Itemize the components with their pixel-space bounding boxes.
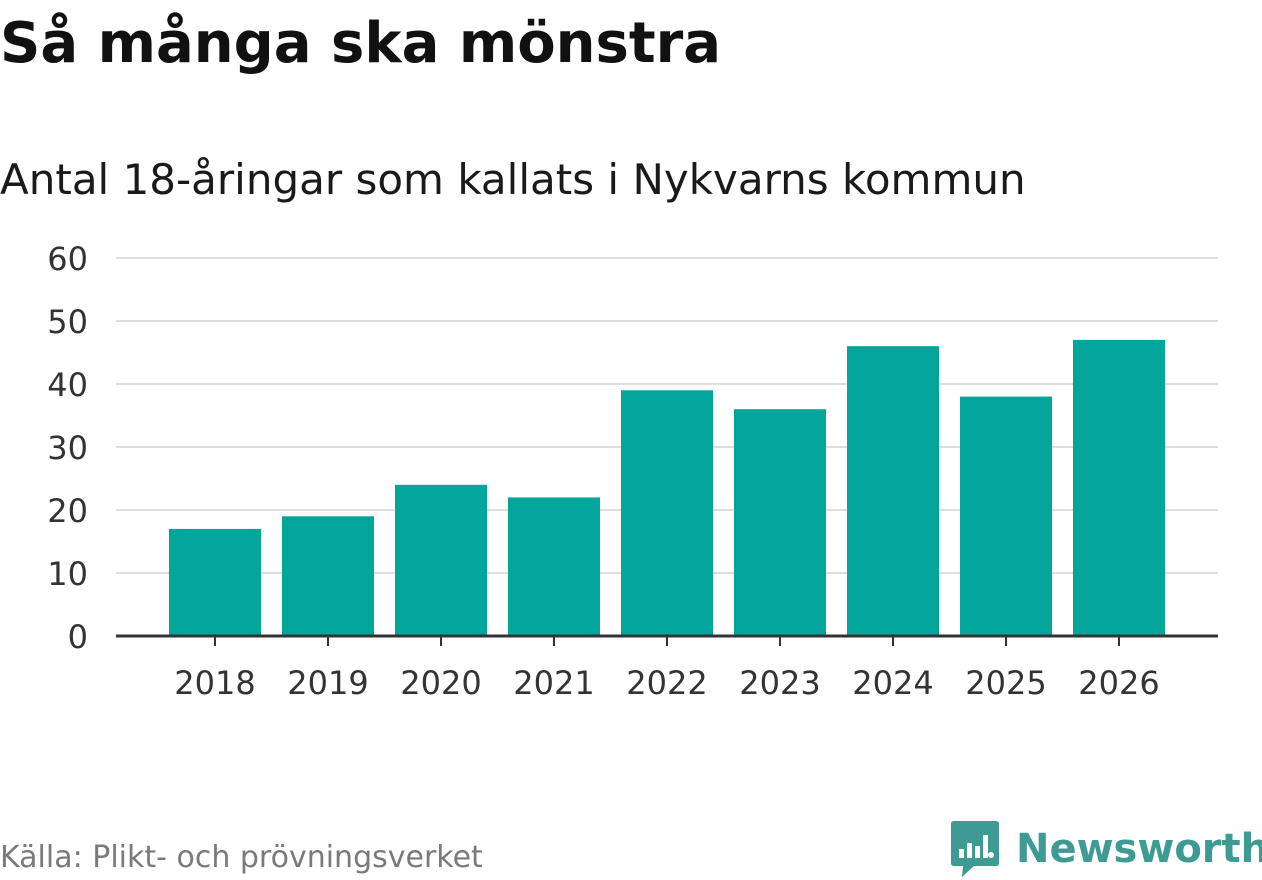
y-tick-label: 40 (47, 366, 88, 404)
y-tick-label: 10 (47, 555, 88, 593)
bar-2024 (847, 346, 939, 636)
y-tick-label: 50 (47, 303, 88, 341)
x-axis-ticks: 2018 2019 2020 2021 2022 2023 2024 2025 2026 (174, 636, 1160, 702)
newsworthy-logo: Newsworthy (950, 818, 1262, 880)
bar-2019 (282, 516, 374, 636)
x-tick-label: 2018 (174, 664, 255, 702)
bar-2023 (734, 409, 826, 636)
bar-2021 (508, 497, 600, 636)
newsworthy-logo-icon (951, 821, 999, 877)
x-tick-label: 2022 (626, 664, 707, 702)
source-note: Källa: Plikt- och prövningsverket (0, 840, 483, 875)
y-tick-label: 60 (47, 240, 88, 278)
y-tick-label: 0 (68, 618, 88, 656)
bar-2026 (1073, 339, 1165, 636)
x-tick-label: 2026 (1078, 664, 1159, 702)
bar-2020 (395, 484, 487, 636)
x-tick-label: 2020 (400, 664, 481, 702)
x-tick-label: 2024 (852, 664, 933, 702)
bars (169, 339, 1165, 636)
bar-2025 (960, 396, 1052, 636)
chart-subtitle: Antal 18-åringar som kallats i Nykvarns … (0, 155, 1026, 204)
bar-2018 (169, 528, 261, 636)
x-tick-label: 2021 (513, 664, 594, 702)
x-tick-label: 2019 (287, 664, 368, 702)
y-axis-tick-labels: 0 10 20 30 40 50 60 (47, 240, 88, 656)
bar-2022 (621, 390, 713, 636)
y-tick-label: 30 (47, 429, 88, 467)
y-tick-label: 20 (47, 492, 88, 530)
x-tick-label: 2025 (965, 664, 1046, 702)
x-tick-label: 2023 (739, 664, 820, 702)
chart-title: Så många ska mönstra (0, 11, 722, 76)
logo-text: Newsworthy (1016, 826, 1262, 872)
